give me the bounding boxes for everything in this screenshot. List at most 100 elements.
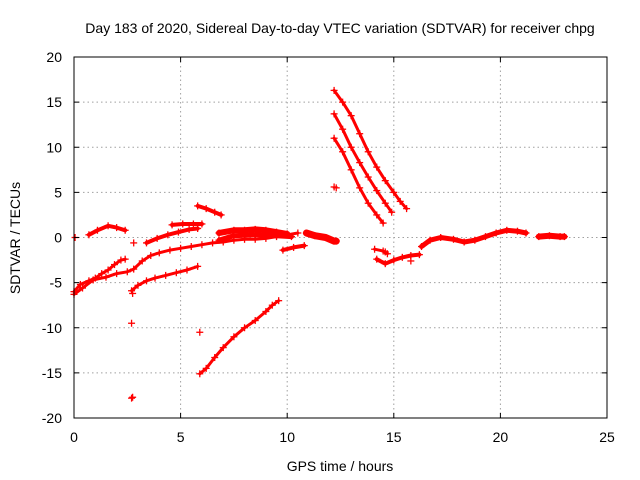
series-arc-22h (535, 232, 568, 241)
data-point (262, 226, 270, 234)
data-layer (70, 86, 568, 402)
data-point (196, 370, 204, 378)
data-point (364, 173, 372, 181)
data-point (142, 239, 150, 247)
data-point (217, 211, 225, 219)
data-point (121, 226, 129, 234)
data-point (373, 187, 381, 195)
data-point (339, 125, 347, 133)
data-point (76, 280, 84, 288)
data-point (373, 211, 381, 219)
data-point (123, 268, 131, 276)
data-point (134, 281, 142, 289)
data-point (153, 234, 161, 242)
series-line (72, 231, 300, 296)
isolated-point (129, 289, 137, 297)
data-point (93, 226, 101, 234)
data-point (294, 229, 302, 237)
isolated-point (407, 257, 415, 265)
y-tick-label: 15 (46, 94, 62, 110)
data-point (166, 246, 174, 254)
data-point (211, 354, 219, 362)
data-point (104, 222, 112, 230)
series-line (332, 136, 385, 225)
data-point (415, 251, 423, 259)
data-point (113, 224, 121, 232)
isolated-point (196, 328, 204, 336)
data-point (194, 262, 202, 270)
series-arc-12h-top (330, 86, 411, 213)
y-tick-label: 10 (46, 139, 62, 155)
isolated-point (381, 248, 389, 256)
data-point (142, 277, 150, 285)
data-point (102, 273, 110, 281)
data-point (381, 177, 389, 185)
data-point (513, 227, 521, 235)
data-point (418, 243, 426, 251)
data-point (151, 274, 159, 282)
data-point (381, 199, 389, 207)
x-axis-label: GPS time / hours (287, 458, 394, 474)
data-point (273, 232, 281, 240)
data-point (89, 276, 97, 284)
isolated-point (128, 394, 136, 402)
data-point (535, 233, 543, 241)
data-point (138, 257, 146, 265)
data-point (290, 243, 298, 251)
data-point (356, 130, 364, 138)
data-point (339, 148, 347, 156)
data-point (347, 143, 355, 151)
tick-layer: 0 5 10 15 20 25 20 15 10 5 0 -5 -10 -15 -20 (42, 49, 615, 445)
data-point (311, 232, 319, 240)
data-point (403, 205, 411, 213)
series-line (332, 112, 394, 214)
series-line (419, 227, 529, 249)
data-point (185, 225, 193, 233)
series-line (198, 299, 281, 376)
grid-layer (74, 57, 607, 418)
data-point (449, 235, 457, 243)
data-point (189, 220, 197, 228)
series-line (332, 88, 409, 211)
x-tick-label: 25 (599, 429, 615, 445)
y-tick-label: -5 (50, 275, 63, 291)
data-point (155, 249, 163, 257)
data-point (164, 231, 172, 239)
series-arc-12h-low (330, 134, 387, 227)
y-tick-label: 5 (54, 184, 62, 200)
data-point (373, 255, 381, 263)
data-point (356, 184, 364, 192)
data-point (215, 229, 223, 237)
data-point (503, 226, 511, 234)
data-point (130, 265, 138, 273)
data-point (300, 242, 308, 250)
isolated-point (130, 239, 138, 247)
data-point (85, 231, 93, 239)
series-line (144, 226, 200, 245)
data-point (302, 229, 310, 237)
data-point (168, 221, 176, 229)
data-point (545, 232, 553, 240)
isolated-point (128, 319, 136, 327)
data-point (390, 188, 398, 196)
data-point (198, 220, 206, 228)
series-arc-11h-blob (302, 229, 340, 245)
x-tick-label: 20 (493, 429, 509, 445)
data-point (104, 266, 112, 274)
data-point (332, 237, 340, 245)
data-point (381, 260, 389, 268)
series-arc-mid-lower (128, 262, 202, 295)
data-point (390, 256, 398, 264)
data-point (388, 208, 396, 216)
data-point (147, 252, 155, 260)
data-point (398, 253, 406, 261)
data-point (492, 229, 500, 237)
data-point (560, 233, 568, 241)
data-point (194, 202, 202, 210)
series-arc-left-bump (85, 222, 129, 239)
data-point (379, 219, 387, 227)
series-arc-mid-upper (142, 224, 202, 247)
data-point (262, 308, 270, 316)
y-tick-label: 0 (54, 230, 62, 246)
